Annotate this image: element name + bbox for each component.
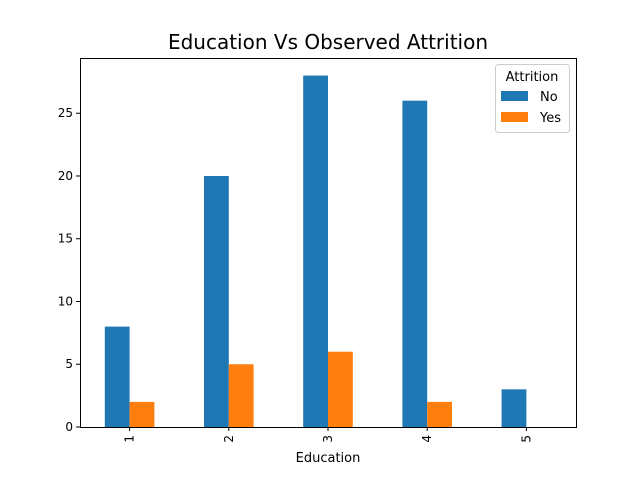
y-tick-label: 10: [58, 294, 73, 308]
x-tick-label: 5: [519, 435, 533, 443]
x-axis-label: Education: [296, 451, 361, 466]
x-tick-label: 1: [123, 435, 137, 443]
legend-label-yes: Yes: [539, 111, 561, 126]
legend: Attrition No Yes: [495, 64, 570, 133]
x-axis: 1 2 3 4 5: [123, 427, 533, 443]
y-tick-label: 25: [58, 106, 73, 120]
bar-yes-2: [228, 364, 254, 427]
x-tick-label: 4: [420, 435, 434, 443]
bar-no-4: [402, 100, 428, 428]
legend-items: No Yes: [501, 90, 561, 126]
y-tick-label: 20: [58, 169, 73, 183]
legend-label-no: No: [540, 90, 558, 105]
y-tick-label: 0: [65, 420, 73, 434]
x-tick-label: 3: [321, 435, 335, 443]
legend-swatch-yes: [501, 112, 528, 122]
x-tick-label: 2: [222, 435, 236, 443]
legend-title: Attrition: [506, 70, 559, 85]
bar-yes-3: [328, 351, 353, 427]
bar-no-1: [104, 326, 130, 427]
bar-no-2: [204, 175, 229, 427]
plot-frame: [80, 58, 577, 428]
chart-title: Education Vs Observed Attrition: [168, 30, 488, 54]
bars-group: [104, 75, 527, 428]
bar-yes-1: [129, 401, 155, 427]
y-tick-label: 15: [58, 232, 73, 246]
legend-swatch-no: [501, 91, 528, 101]
bar-yes-4: [427, 401, 452, 427]
y-tick-label: 5: [65, 357, 73, 371]
y-axis: 0 5 10 15 20 25: [58, 106, 80, 434]
bar-no-5: [501, 389, 527, 427]
bar-no-3: [303, 75, 328, 427]
